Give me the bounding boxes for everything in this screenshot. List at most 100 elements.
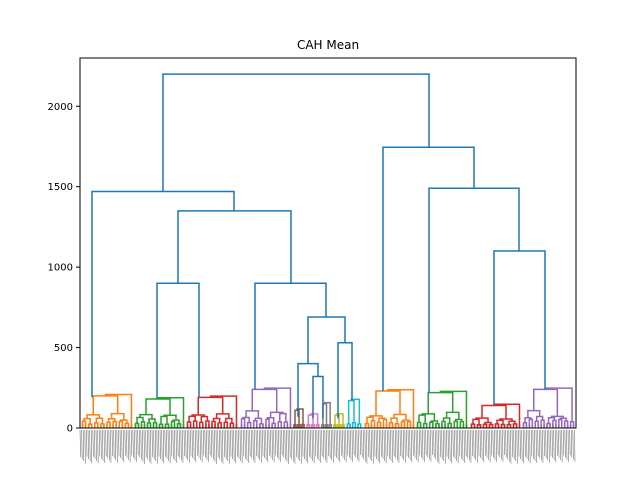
leaf-label-glyph: [129, 429, 131, 463]
leaf-label-glyph: [311, 429, 313, 462]
leaf-label-glyph: [468, 429, 470, 461]
leaf-label-glyph: [487, 429, 489, 461]
leaf-label-glyph: [226, 429, 229, 462]
leaf-label-glyph: [188, 429, 190, 463]
leaf-label-glyph: [209, 429, 211, 456]
leaf-label-glyph: [302, 429, 304, 457]
leaf-label-glyph: [508, 429, 510, 462]
leaf-label-glyph: [217, 429, 219, 458]
leaf-label-glyph: [137, 429, 139, 456]
leaf-label-glyph: [95, 429, 97, 462]
leaf-label-glyph: [394, 429, 397, 459]
leaf-label-glyph: [236, 429, 238, 457]
leaf-label-glyph: [422, 429, 424, 460]
leaf-label-glyph: [282, 429, 285, 458]
leaf-label-glyph: [84, 429, 86, 464]
leaf-label-glyph: [222, 429, 224, 464]
leaf-label-glyph: [268, 429, 270, 456]
cluster-link: [107, 418, 116, 423]
leaf-label-glyph: [158, 429, 160, 457]
leaf-label-glyph: [318, 429, 320, 461]
cluster-link: [375, 390, 401, 416]
leaf-label-glyph: [351, 429, 353, 463]
leaf-label-glyph: [198, 429, 200, 458]
leaf-label-glyph: [417, 429, 419, 463]
cluster-link: [163, 414, 177, 421]
leaf-label-glyph: [356, 429, 358, 460]
cluster-link: [191, 414, 206, 417]
leaf-label-glyph: [170, 429, 173, 457]
leaf-label-glyph: [207, 429, 209, 463]
leaf-label-glyph: [506, 429, 509, 460]
leaf-label-glyph: [428, 429, 430, 460]
leaf-label-glyph: [447, 429, 449, 460]
leaf-label-glyph: [97, 429, 99, 464]
leaf-label-glyph: [350, 429, 352, 460]
leaf-label-glyph: [479, 429, 481, 459]
leaf-label-glyph: [294, 429, 296, 464]
leaf-label-glyph: [505, 429, 507, 458]
leaf-label-glyph: [281, 429, 283, 456]
cluster-link: [427, 391, 454, 414]
leaf-label-glyph: [274, 429, 277, 456]
leaf-label-glyph: [113, 429, 115, 459]
leaf-label-glyph: [246, 429, 248, 461]
link-sub-a: [297, 362, 319, 417]
leaf-label-glyph: [498, 429, 501, 458]
leaf-label-glyph: [343, 429, 345, 461]
leaf-label-glyph: [415, 429, 417, 461]
leaf-label-glyph: [554, 429, 557, 463]
x-tick-labels: [79, 429, 576, 465]
cluster-link: [145, 398, 171, 416]
leaf-label-glyph: [194, 429, 197, 463]
leaf-label-glyph: [410, 429, 413, 463]
leaf-label-glyph: [82, 429, 85, 462]
y-tick-label: 1500: [48, 182, 73, 193]
leaf-label-glyph: [172, 429, 174, 459]
leaf-label-glyph: [455, 429, 457, 462]
leaf-label-glyph: [434, 429, 437, 460]
cluster-link: [390, 417, 398, 424]
leaf-label-glyph: [460, 429, 462, 459]
leaf-label-glyph: [255, 429, 257, 457]
leaf-label-glyph: [367, 429, 369, 458]
leaf-label-glyph: [569, 429, 571, 456]
cluster-link: [263, 387, 292, 428]
leaf-label-glyph: [103, 429, 105, 464]
leaf-label-glyph: [233, 429, 235, 462]
leaf-label-glyph: [145, 429, 147, 458]
leaf-label-glyph: [140, 429, 142, 460]
leaf-label-glyph: [159, 429, 161, 460]
leaf-label-glyph: [258, 429, 261, 461]
leaf-label-glyph: [154, 429, 157, 462]
leaf-label-glyph: [572, 429, 574, 460]
leaf-label-glyph: [169, 429, 171, 464]
leaf-label-glyph: [297, 429, 299, 460]
leaf-label-glyph: [161, 429, 163, 462]
leaf-clusters: [81, 387, 575, 428]
leaf-label-glyph: [377, 429, 379, 462]
leaf-label-glyph: [380, 429, 382, 457]
leaf-label-glyph: [370, 429, 373, 462]
leaf-label-glyph: [279, 429, 281, 463]
leaf-label-glyph: [196, 429, 198, 456]
leaf-label-glyph: [143, 429, 145, 465]
cluster-olive: [333, 413, 345, 428]
leaf-label-glyph: [466, 429, 469, 459]
leaf-label-glyph: [396, 429, 398, 461]
cluster-link: [160, 415, 168, 425]
leaf-label-glyph: [326, 429, 328, 463]
leaf-label-glyph: [497, 429, 499, 456]
leaf-label-glyph: [295, 429, 297, 458]
leaf-label-glyph: [266, 429, 269, 463]
leaf-label-glyph: [215, 429, 217, 465]
cluster-pink: [306, 413, 320, 428]
leaf-label-glyph: [153, 429, 155, 460]
cluster-link: [350, 398, 361, 424]
leaf-label-glyph: [546, 429, 549, 461]
leaf-label-glyph: [519, 429, 521, 460]
leaf-label-glyph: [527, 429, 529, 462]
leaf-label-glyph: [369, 429, 371, 460]
leaf-label-glyph: [366, 429, 368, 464]
